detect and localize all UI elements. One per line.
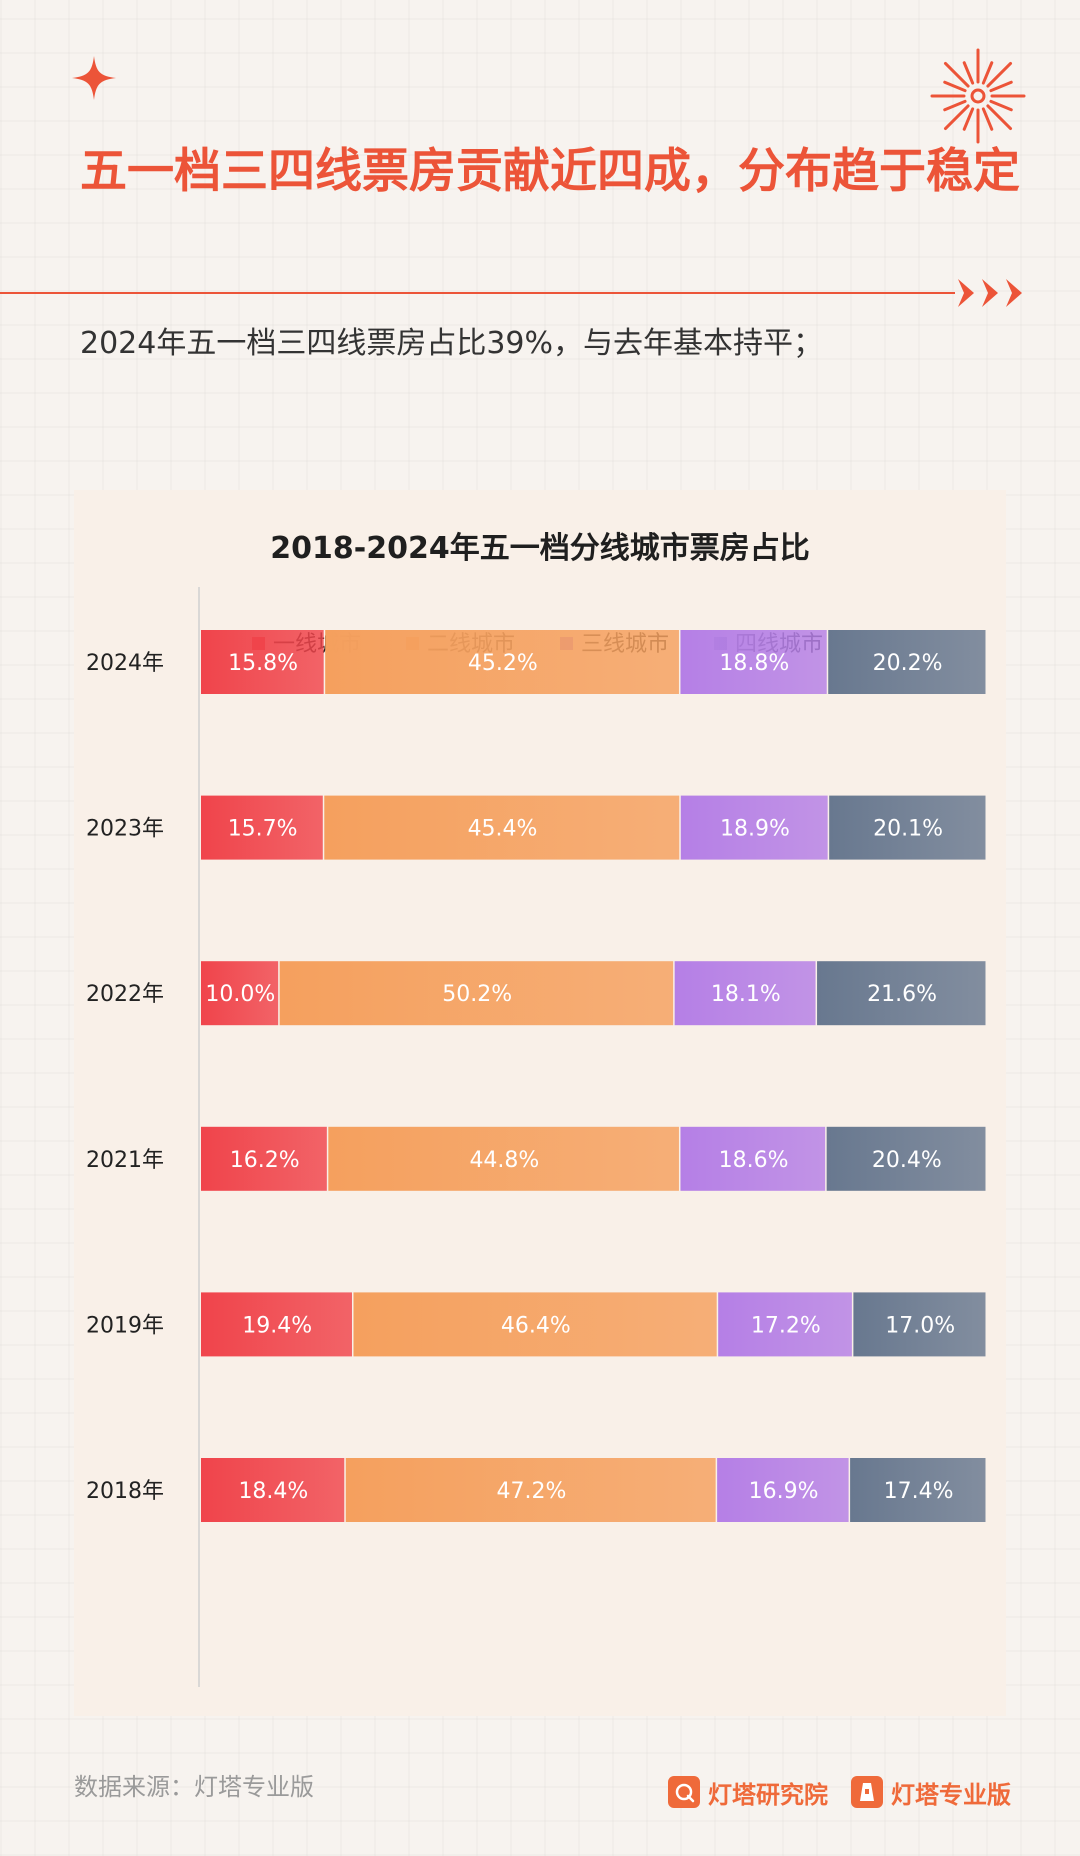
data-label: 44.8%	[469, 1148, 539, 1173]
bar-segment	[353, 1292, 717, 1357]
bar-segment	[826, 1126, 986, 1191]
bar-segment	[680, 795, 828, 860]
data-label: 18.6%	[719, 1148, 789, 1173]
bar-segment	[829, 795, 986, 860]
data-label: 50.2%	[442, 982, 512, 1007]
lighthouse-research-logo: 灯塔研究院	[668, 1775, 828, 1809]
data-label: 45.2%	[468, 651, 538, 676]
data-label: 16.2%	[230, 1148, 300, 1173]
bar-segment	[850, 1458, 986, 1522]
bar-segment	[201, 630, 324, 694]
chart-title: 2018-2024年五一档分线城市票房占比	[270, 531, 809, 566]
y-tick-label: 2023年	[86, 817, 164, 842]
data-label: 18.9%	[720, 817, 790, 842]
y-tick-label: 2024年	[86, 651, 164, 676]
data-label: 18.1%	[711, 982, 781, 1007]
bar-segment	[718, 1292, 852, 1357]
data-label: 20.4%	[872, 1148, 942, 1173]
lighthouse-research-logo-icon	[668, 1776, 700, 1808]
data-label: 18.8%	[719, 651, 789, 676]
y-tick-label: 2022年	[86, 982, 164, 1007]
arrows-icon	[958, 279, 1022, 307]
data-label: 47.2%	[497, 1479, 567, 1504]
data-label: 15.7%	[228, 817, 298, 842]
data-label: 17.2%	[751, 1313, 821, 1338]
lighthouse-pro-logo: 灯塔专业版	[851, 1775, 1011, 1809]
data-label: 46.4%	[501, 1313, 571, 1338]
bar-segment	[853, 1292, 986, 1357]
bar-segment	[201, 1292, 352, 1357]
data-label: 10.0%	[205, 982, 275, 1007]
bar-segment	[717, 1458, 849, 1522]
y-tick-label: 2018年	[86, 1479, 164, 1504]
bar-segment	[345, 1458, 716, 1522]
data-label: 17.0%	[885, 1313, 955, 1338]
logo-research-label: 灯塔研究院	[708, 1780, 828, 1809]
bar-segment	[680, 630, 827, 694]
bar-segment	[201, 1458, 345, 1522]
y-tick-label: 2019年	[86, 1313, 164, 1338]
page-subtitle: 2024年五一档三四线票房占比39%，与去年基本持平；	[80, 326, 824, 361]
data-label: 20.2%	[873, 651, 943, 676]
logo-pro-label: 灯塔专业版	[891, 1780, 1011, 1809]
bar-segment	[201, 961, 279, 1026]
bar-segment	[201, 1126, 327, 1191]
firework-icon	[930, 48, 1026, 144]
bar-segment	[328, 1126, 679, 1191]
y-tick-label: 2021年	[86, 1148, 164, 1173]
data-label: 18.4%	[238, 1479, 308, 1504]
bar-segment	[324, 795, 680, 860]
data-source: 数据来源：灯塔专业版	[74, 1773, 314, 1801]
title-divider	[0, 292, 955, 294]
stacked-bar-chart: 2018-2024年五一档分线城市票房占比 一线城市二线城市三线城市四线城市 2…	[86, 531, 986, 1687]
bar-segment	[674, 961, 816, 1026]
data-label: 15.8%	[228, 651, 298, 676]
bar-segment	[817, 961, 986, 1026]
data-label: 20.1%	[873, 817, 943, 842]
bar-segment	[680, 1126, 826, 1191]
lighthouse-pro-logo-icon	[851, 1776, 883, 1808]
bar-segment	[201, 795, 323, 860]
page-title: 五一档三四线票房贡献近四成，分布趋于稳定	[80, 144, 1020, 199]
sparkle-icon	[72, 56, 116, 100]
data-label: 21.6%	[867, 982, 937, 1007]
bar-segment	[325, 630, 679, 694]
data-label: 17.4%	[884, 1479, 954, 1504]
bar-segment	[828, 630, 986, 694]
data-label: 16.9%	[749, 1479, 819, 1504]
data-label: 45.4%	[468, 817, 538, 842]
data-label: 19.4%	[242, 1313, 312, 1338]
bar-segment	[279, 961, 674, 1026]
